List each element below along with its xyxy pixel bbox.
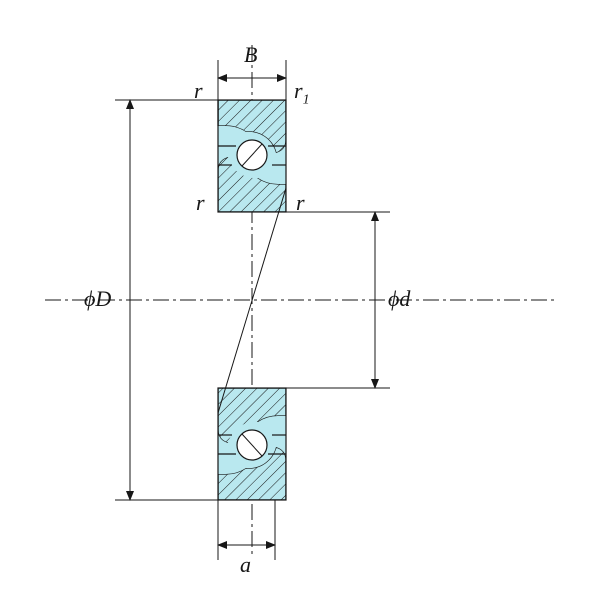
label-a: a (240, 552, 251, 578)
bearing-cross-section-diagram: B ϕD ϕd a r r1r1 r r (0, 0, 600, 600)
label-r-mid-right: r (296, 190, 305, 216)
label-r-top-left: r (194, 78, 203, 104)
dimension-a (218, 500, 275, 560)
label-d: ϕd (388, 286, 410, 312)
centerlines (45, 45, 555, 555)
label-B: B (244, 42, 257, 68)
label-r1-top-right: r1r1 (294, 78, 310, 108)
label-D: ϕD (84, 286, 111, 312)
label-r-mid-left: r (196, 190, 205, 216)
